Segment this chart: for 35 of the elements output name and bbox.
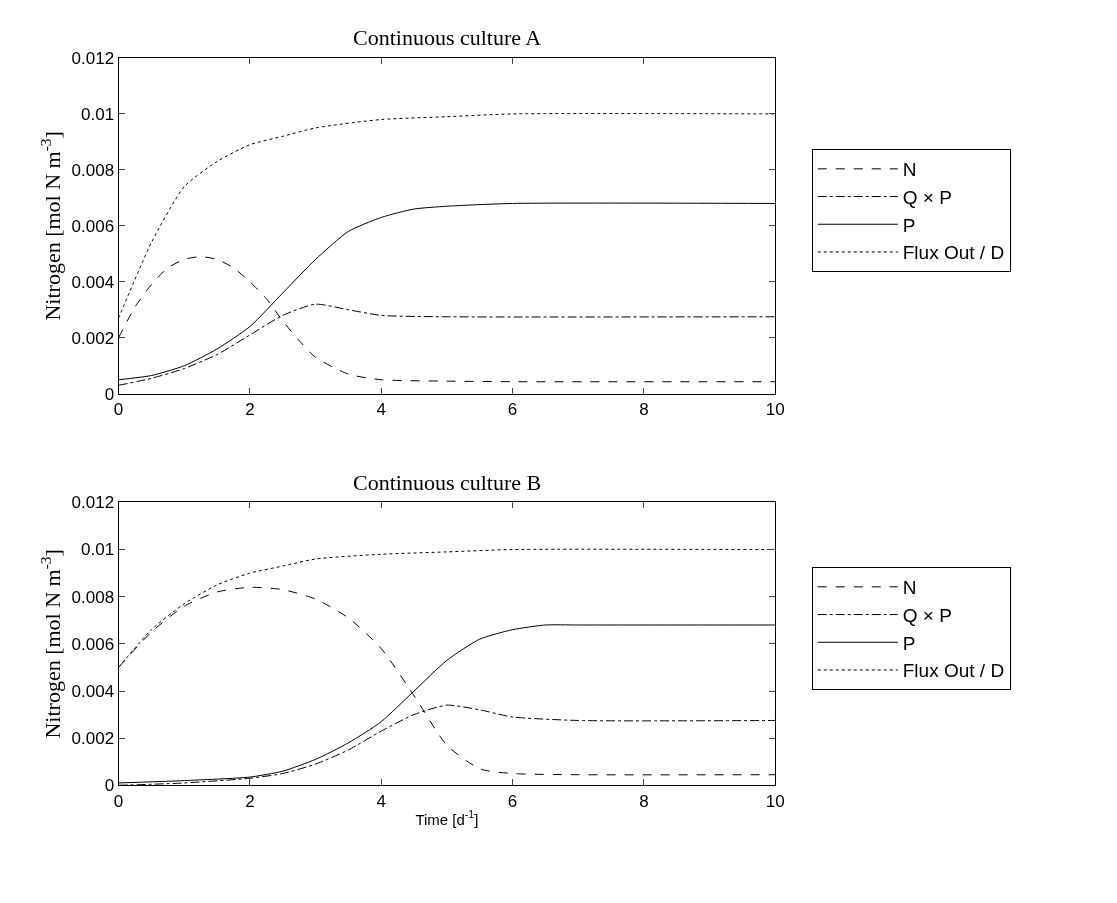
x-tick-label: 4 — [376, 400, 386, 420]
legend-label: Flux Out / D — [902, 242, 1005, 264]
y-tick-label: 0.012 — [71, 493, 115, 513]
x-tick-label: 10 — [765, 400, 785, 420]
y-tick-label: 0.008 — [71, 587, 115, 607]
y-tick-label: 0.006 — [71, 634, 115, 654]
x-tick-label: 6 — [507, 791, 518, 811]
y-tick-label: 0.002 — [71, 328, 115, 348]
legend-label: P — [902, 632, 916, 654]
x-tick-label: 2 — [245, 400, 255, 420]
y-tick-label: 0.006 — [71, 216, 115, 236]
y-tick-label: 0.008 — [71, 160, 115, 180]
legend-label: N — [902, 159, 917, 181]
y-tick-label: 0.004 — [71, 681, 115, 701]
legend-label: Q × P — [902, 604, 952, 626]
legend-label: N — [902, 577, 917, 599]
x-tick-label: 10 — [765, 791, 785, 811]
y-tick-label: 0.002 — [71, 729, 115, 749]
legend-label: P — [902, 214, 916, 236]
x-tick-label: 8 — [639, 400, 649, 420]
x-tick-label: 2 — [245, 791, 255, 811]
y-tick-label: 0.012 — [71, 48, 115, 68]
legend-label: Flux Out / D — [902, 660, 1005, 682]
y-tick-label: 0.01 — [81, 540, 115, 560]
y-tick-label: 0.01 — [81, 104, 115, 124]
legend-label: Q × P — [902, 186, 952, 208]
x-tick-label: 4 — [376, 791, 386, 811]
x-axis-title: Time [d$^{-1}$] — [415, 808, 479, 828]
y-tick-label: 0 — [104, 776, 115, 796]
y-tick-label: 0 — [104, 384, 115, 404]
y-tick-label: 0.004 — [71, 272, 115, 292]
x-tick-label: 8 — [639, 791, 649, 811]
chart-title: Continuous culture A — [353, 25, 542, 50]
chart-title: Continuous culture B — [353, 470, 542, 495]
x-tick-label: 6 — [507, 400, 518, 420]
